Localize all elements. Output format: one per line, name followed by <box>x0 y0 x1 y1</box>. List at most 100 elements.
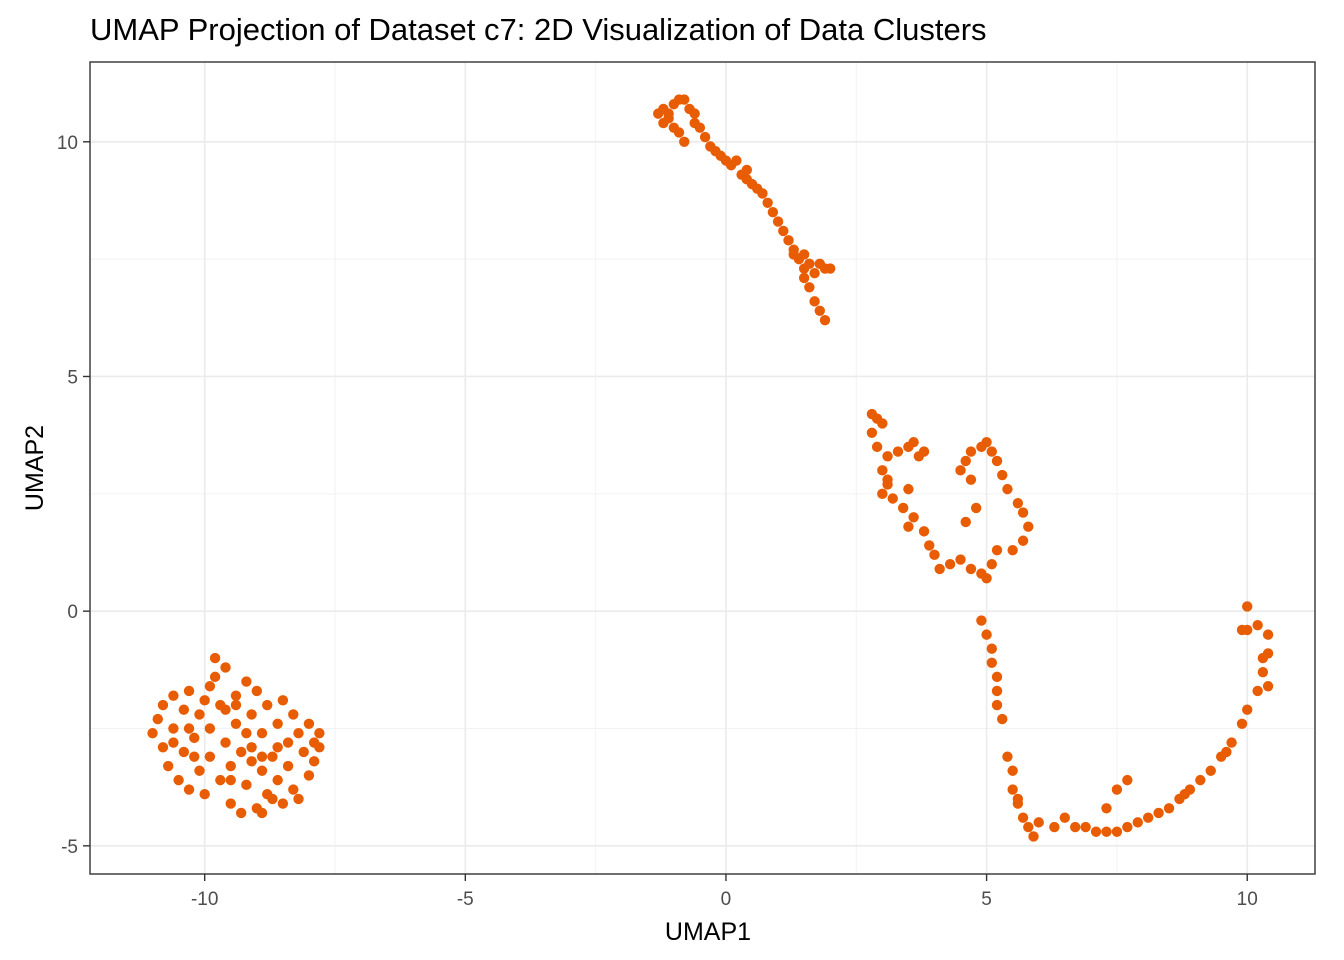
data-point <box>1059 812 1070 823</box>
x-axis: -10 -5 0 5 10 <box>191 874 1258 910</box>
data-point <box>1257 666 1269 678</box>
data-point <box>788 249 799 260</box>
data-point <box>1226 737 1237 748</box>
data-point <box>679 136 690 147</box>
y-tick-label: 10 <box>57 133 78 154</box>
data-point <box>282 737 294 748</box>
data-point <box>272 718 283 730</box>
data-point <box>1163 803 1175 814</box>
data-point <box>903 483 914 495</box>
data-point <box>1028 831 1039 842</box>
data-point <box>871 441 883 453</box>
data-point <box>1070 821 1081 833</box>
data-point <box>251 685 263 697</box>
data-point <box>246 709 257 720</box>
data-point <box>699 131 711 143</box>
data-point <box>199 695 210 706</box>
data-point <box>918 526 930 537</box>
data-point <box>981 436 992 448</box>
data-point <box>798 249 810 260</box>
data-point <box>1012 498 1024 509</box>
data-point <box>178 704 190 715</box>
data-point <box>314 727 325 739</box>
x-tick-label: 0 <box>721 889 732 910</box>
x-tick-label: 10 <box>1237 889 1258 910</box>
data-point <box>955 465 966 476</box>
minor-grid <box>90 62 1315 874</box>
data-point <box>929 549 940 561</box>
data-point <box>157 742 169 753</box>
data-point <box>762 197 773 209</box>
data-point <box>965 563 977 575</box>
data-point <box>892 446 904 457</box>
data-point <box>308 756 320 767</box>
data-point <box>235 746 247 758</box>
data-point <box>220 704 231 715</box>
data-point <box>1179 789 1190 800</box>
data-point <box>168 737 179 748</box>
y-tick-label: -5 <box>61 837 78 858</box>
data-point <box>965 446 977 457</box>
data-point <box>225 798 236 809</box>
data-point <box>199 789 210 800</box>
data-point <box>220 662 231 673</box>
data-point <box>1007 544 1018 556</box>
data-point <box>965 474 977 485</box>
data-point <box>991 671 1003 683</box>
data-point <box>991 699 1003 711</box>
data-point <box>183 723 195 734</box>
data-point <box>293 793 304 805</box>
data-point <box>1049 821 1060 833</box>
data-point <box>1017 507 1029 518</box>
data-point <box>809 296 820 307</box>
data-point <box>152 713 163 725</box>
data-point <box>1033 817 1044 828</box>
data-point <box>1205 765 1216 776</box>
data-point <box>256 751 268 762</box>
data-point <box>694 122 706 133</box>
data-point <box>256 765 268 776</box>
data-point <box>804 282 815 293</box>
data-point <box>783 235 794 246</box>
data-point <box>866 427 878 438</box>
y-axis: -5 0 5 10 <box>57 133 90 858</box>
data-point <box>997 469 1008 481</box>
data-point <box>960 516 971 528</box>
data-point <box>986 643 998 654</box>
data-point <box>741 164 753 176</box>
data-point <box>991 544 1003 556</box>
data-point <box>882 479 893 490</box>
data-point <box>298 746 309 758</box>
data-point <box>1257 652 1269 664</box>
y-axis-label: UMAP2 <box>21 425 49 511</box>
data-point <box>798 272 810 284</box>
data-point <box>241 779 252 791</box>
data-point <box>944 559 956 570</box>
data-point <box>1007 765 1018 776</box>
data-point <box>225 774 236 786</box>
data-point <box>194 765 205 776</box>
data-point <box>183 784 195 795</box>
data-point <box>204 681 216 692</box>
data-point <box>277 798 289 809</box>
data-point <box>1017 812 1029 823</box>
data-point <box>256 727 268 739</box>
data-point <box>986 657 998 668</box>
data-point <box>778 225 789 237</box>
data-point <box>204 723 216 734</box>
data-point <box>1262 629 1274 640</box>
data-point <box>194 709 205 720</box>
data-point <box>757 188 768 199</box>
data-point <box>1242 704 1253 715</box>
data-point <box>679 94 690 105</box>
data-point <box>1242 601 1253 612</box>
data-point <box>220 737 231 748</box>
data-point <box>960 455 971 467</box>
data-point <box>215 774 226 786</box>
data-point <box>241 676 252 687</box>
data-point <box>1153 807 1164 819</box>
data-point <box>241 727 252 739</box>
data-point <box>272 742 283 753</box>
data-point <box>1023 521 1034 532</box>
